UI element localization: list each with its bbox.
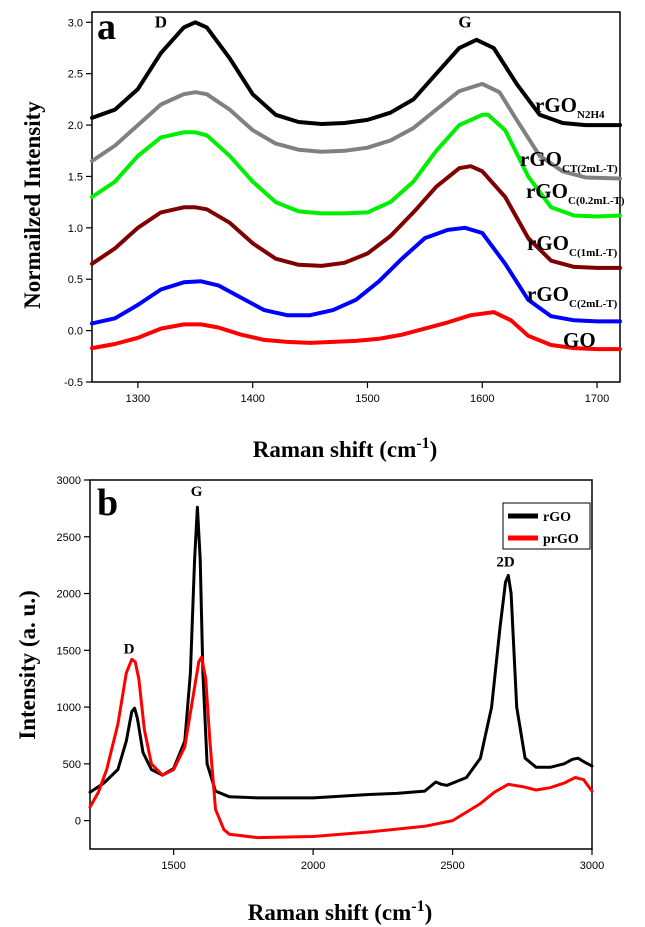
panel-a-series-label-base: rGO (520, 147, 562, 171)
panel-b: b Intensity (a. u.) Raman shift (cm-1) 1… (15, 475, 604, 925)
panel-a-series-label-base: rGO (527, 282, 569, 306)
panel-b-legend-label: prGO (543, 532, 579, 547)
panel-b-legend-label: rGO (543, 510, 571, 525)
panel-a-series-label: GO (563, 328, 596, 352)
panel-a-x-axis-label-main: Raman shift (cm (253, 437, 417, 462)
panel-a-series-label-base: rGO (527, 231, 569, 255)
panel-a-x-tick-label: 1600 (470, 393, 494, 405)
panel-a-series-line-2 (90, 112, 622, 219)
panel-a-series-label: rGOC(2mL-T) (527, 282, 618, 310)
panel-a-x-tick-label: 1400 (240, 393, 264, 405)
panel-a-y-tick-label: -0.5 (64, 377, 83, 389)
panel-a-label: a (97, 6, 116, 48)
panel-b-y-tick-label: 1000 (57, 702, 81, 714)
panel-a-x-axis-label-exponent: -1 (416, 435, 429, 452)
panel-b-label: b (97, 482, 118, 524)
panel-a-series-line-3 (90, 164, 622, 270)
panel-b-series-line-0 (88, 505, 594, 800)
panel-a-series-label-subscript: C(2mL-T) (569, 298, 618, 310)
panel-a-y-tick-label: 0.5 (68, 274, 83, 286)
panel-a-axes: 1300 1400 1500 1600 1700 -0.5 0.0 0.5 1.0 1.5 2.0 2… (64, 11, 621, 405)
panel-b-x-tick-label: 3000 (580, 860, 604, 872)
panel-b-peak-label: D (124, 642, 135, 658)
panel-b-plot-frame (89, 479, 593, 850)
panel-a-x-tick-label: 1300 (126, 393, 150, 405)
panel-a-series-label-subscript: CT(2mL-T) (562, 163, 618, 175)
panel-a-y-tick-label: 0.0 (68, 326, 83, 338)
panel-a-y-tick-label: 1.5 (68, 171, 83, 183)
panel-a-y-tick-label: 1.0 (68, 223, 83, 235)
panel-a-series-labels: rGON2H4rGOCT(2mL-T)rGOC(0.2mL-T)rGOC(1mL… (520, 93, 625, 352)
panel-b-series-group: D G 2D (88, 484, 594, 840)
panel-a-series-line-0 (90, 20, 622, 128)
panel-a-x-axis-label-close: ) (430, 437, 438, 462)
panel-b-legend-box (502, 502, 591, 550)
panel-b-y-tick-label: 500 (63, 759, 81, 771)
panel-a-y-tick-label: 2.5 (68, 69, 83, 81)
panel-a-peak-label: G (458, 12, 471, 31)
panel-a-series-line-1 (90, 81, 622, 181)
panel-a-series-label-subscript: N2H4 (577, 109, 605, 121)
panel-b-x-axis-label-main: Raman shift (cm (248, 900, 412, 925)
panel-b-series-line-1 (88, 655, 594, 840)
panel-a-series-label-subscript: C(0.2mL-T) (568, 195, 625, 207)
panel-a-series-label: rGON2H4 (535, 93, 605, 121)
panel-a-series-label-subscript: C(1mL-T) (569, 247, 618, 259)
panel-b-y-axis-label: Intensity (a. u.) (15, 590, 40, 740)
panel-a-series-line-5 (90, 310, 622, 352)
panel-a-x-tick-label: 1700 (585, 393, 609, 405)
panel-a-series-label: rGOC(0.2mL-T) (526, 179, 625, 207)
panel-a-y-tick-label: 3.0 (68, 17, 83, 29)
panel-a-series-label-base: rGO (526, 179, 568, 203)
panel-a-series-label-base: rGO (535, 93, 577, 117)
panel-a-series-line-4 (90, 225, 622, 326)
panel-b-y-tick-label: 2500 (57, 532, 81, 544)
panel-a: a Normailzed Intensity Raman shift (cm-1… (20, 6, 625, 462)
panel-b-x-axis-label-exponent: -1 (411, 898, 424, 915)
panel-b-x-tick-label: 1500 (161, 860, 185, 872)
panel-a-x-tick-label: 1500 (355, 393, 379, 405)
panel-b-x-axis-label-close: ) (425, 900, 433, 925)
panel-b-y-tick-label: 2000 (57, 589, 81, 601)
panel-a-x-axis-label: Raman shift (cm-1) (253, 435, 438, 462)
panel-a-y-axis-label: Normailzed Intensity (20, 101, 45, 309)
panel-a-series-label: rGOCT(2mL-T) (520, 147, 618, 175)
panel-b-y-tick-label: 0 (75, 816, 81, 828)
panel-a-y-tick-label: 2.0 (68, 120, 83, 132)
panel-b-x-tick-label: 2500 (440, 860, 464, 872)
panel-b-y-tick-label: 3000 (57, 475, 81, 487)
panel-b-peak-label: G (191, 484, 203, 500)
panel-b-y-tick-label: 1500 (57, 645, 81, 657)
panel-b-axes: 1500 2000 2500 3000 0 500 1000 1500 2000 2500 3000 (57, 475, 605, 872)
panel-b-x-tick-label: 2000 (301, 860, 325, 872)
panel-b-legend: rGO prGO (502, 502, 591, 550)
panel-a-series-label: rGOC(1mL-T) (527, 231, 618, 259)
panel-b-x-axis-label: Raman shift (cm-1) (248, 898, 433, 925)
panel-b-peak-label: 2D (496, 554, 515, 570)
panel-a-peak-label: D (155, 12, 167, 31)
panel-a-series-label-base: GO (563, 328, 596, 352)
